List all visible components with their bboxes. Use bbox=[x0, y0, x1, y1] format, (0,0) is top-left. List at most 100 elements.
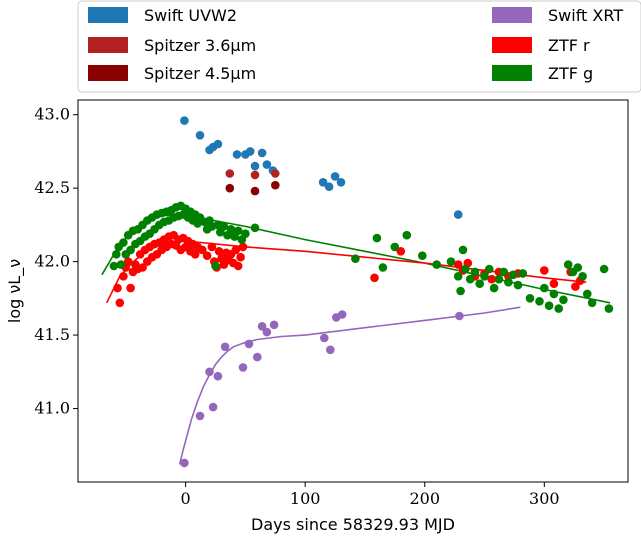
data-point bbox=[326, 345, 335, 355]
data-point bbox=[337, 310, 347, 319]
series-0 bbox=[180, 116, 463, 219]
data-point bbox=[262, 327, 272, 337]
data-point bbox=[236, 252, 245, 262]
data-point bbox=[320, 333, 329, 343]
y-tick-label: 42.0 bbox=[34, 252, 70, 271]
data-point bbox=[225, 169, 235, 178]
data-point bbox=[214, 247, 224, 256]
data-points bbox=[109, 116, 614, 468]
data-point bbox=[378, 263, 388, 272]
data-point bbox=[587, 298, 597, 308]
data-point bbox=[271, 180, 280, 190]
series-3 bbox=[180, 310, 464, 468]
data-point bbox=[119, 238, 128, 247]
data-point bbox=[318, 178, 328, 187]
data-point bbox=[489, 283, 499, 293]
data-point bbox=[244, 339, 254, 349]
data-point bbox=[453, 260, 463, 269]
data-point bbox=[461, 264, 470, 274]
legend-label: ZTF g bbox=[548, 64, 593, 83]
data-point bbox=[504, 277, 513, 287]
data-point bbox=[257, 148, 267, 158]
legend-label: Spitzer 3.6μm bbox=[144, 36, 256, 55]
legend-label: Spitzer 4.5μm bbox=[144, 64, 256, 83]
data-point bbox=[119, 272, 128, 281]
legend-swatch bbox=[492, 65, 532, 81]
data-point bbox=[544, 301, 554, 311]
data-point bbox=[499, 267, 509, 277]
data-point bbox=[126, 245, 135, 255]
data-point bbox=[198, 245, 207, 255]
data-point bbox=[195, 411, 205, 421]
data-point bbox=[233, 261, 243, 271]
data-point bbox=[456, 286, 465, 296]
data-point bbox=[207, 242, 217, 252]
data-point bbox=[324, 182, 334, 191]
data-point bbox=[245, 147, 255, 156]
y-tick-label: 43.0 bbox=[34, 105, 70, 124]
x-tick-label: 0 bbox=[181, 489, 191, 508]
data-point bbox=[219, 222, 229, 231]
data-point bbox=[418, 251, 427, 260]
data-point bbox=[559, 295, 568, 305]
plot-frame bbox=[77, 99, 629, 483]
x-tick-label: 100 bbox=[290, 489, 321, 508]
data-point bbox=[518, 269, 528, 278]
data-point bbox=[480, 272, 489, 281]
data-point bbox=[470, 267, 480, 277]
data-point bbox=[554, 304, 563, 313]
x-tick-label: 300 bbox=[529, 489, 560, 508]
data-point bbox=[269, 320, 279, 330]
data-point bbox=[453, 272, 463, 281]
y-axis-label: log νL_ν bbox=[5, 259, 25, 323]
y-axis-ticks: 41.0 41.5 42.0 42.5 43.0 bbox=[34, 105, 78, 418]
data-point bbox=[180, 116, 189, 125]
data-point bbox=[525, 294, 535, 303]
data-point bbox=[213, 371, 223, 381]
legend-swatch bbox=[492, 7, 532, 23]
data-point bbox=[540, 266, 549, 275]
data-point bbox=[225, 183, 235, 193]
data-point bbox=[205, 367, 214, 377]
data-point bbox=[109, 261, 119, 271]
x-axis-ticks: 0 100 200 300 bbox=[181, 482, 560, 508]
data-point bbox=[202, 251, 212, 260]
data-point bbox=[241, 229, 250, 238]
data-point bbox=[220, 342, 230, 352]
x-tick-label: 200 bbox=[409, 489, 440, 508]
data-point bbox=[396, 247, 406, 256]
data-point bbox=[571, 282, 580, 291]
data-point bbox=[238, 363, 248, 372]
data-point bbox=[113, 283, 122, 293]
data-point bbox=[336, 178, 346, 187]
data-point bbox=[208, 402, 218, 412]
data-point bbox=[226, 225, 236, 234]
data-point bbox=[390, 242, 400, 252]
y-tick-label: 41.5 bbox=[34, 325, 70, 344]
data-point bbox=[446, 257, 456, 266]
data-point bbox=[115, 298, 125, 308]
data-point bbox=[494, 274, 504, 284]
data-point bbox=[231, 245, 241, 255]
series-5 bbox=[109, 201, 614, 313]
y-tick-label: 41.0 bbox=[34, 399, 70, 418]
data-point bbox=[465, 274, 475, 284]
legend-swatch bbox=[88, 65, 128, 81]
data-point bbox=[549, 279, 559, 289]
legend-label: ZTF r bbox=[548, 36, 590, 55]
data-point bbox=[485, 264, 494, 274]
data-point bbox=[453, 210, 463, 219]
data-point bbox=[211, 261, 220, 271]
data-point bbox=[351, 254, 360, 263]
data-point bbox=[513, 280, 523, 290]
data-point bbox=[190, 250, 200, 259]
data-point bbox=[563, 260, 573, 269]
data-point bbox=[233, 226, 243, 236]
data-point bbox=[250, 186, 260, 196]
legend-swatch bbox=[88, 7, 128, 23]
data-point bbox=[372, 233, 382, 243]
data-point bbox=[535, 297, 544, 306]
data-point bbox=[257, 322, 267, 331]
data-point bbox=[250, 223, 260, 233]
